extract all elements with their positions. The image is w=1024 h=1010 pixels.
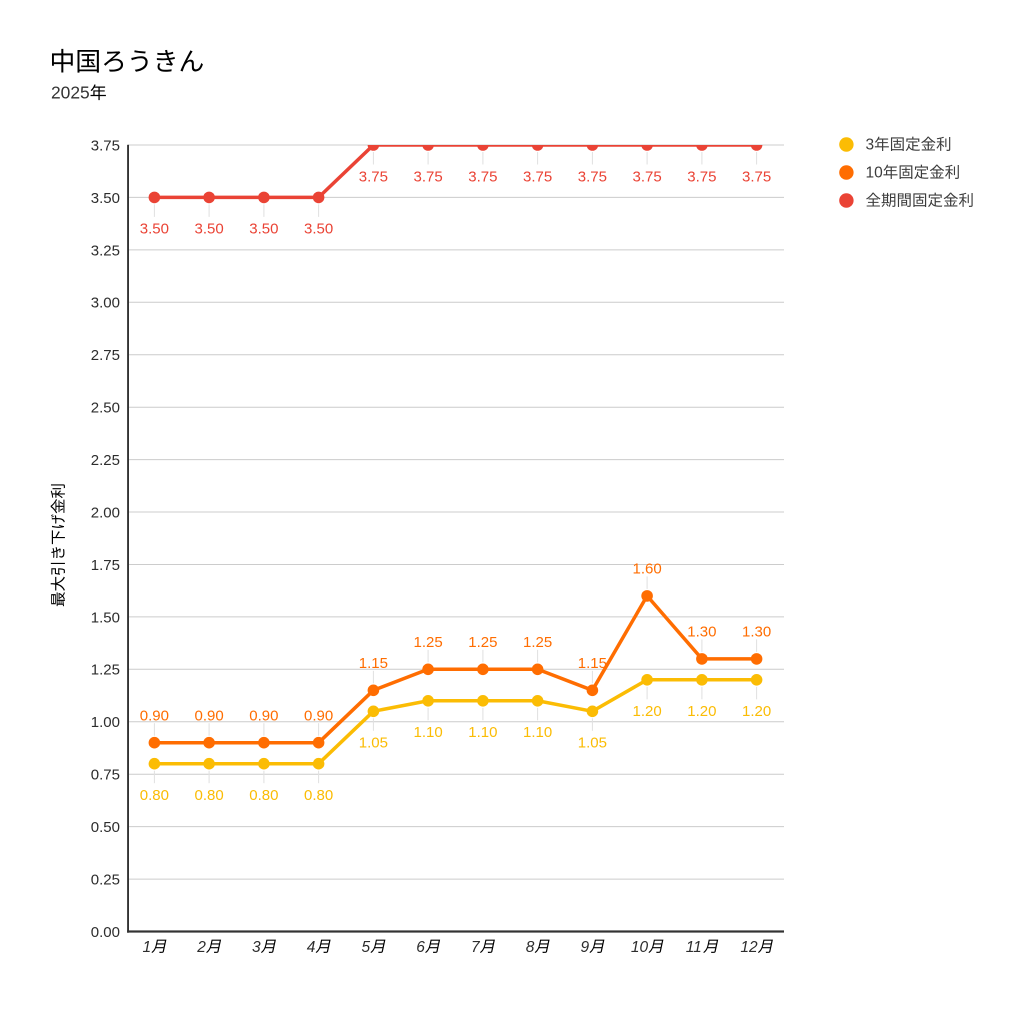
svg-text:0.90: 0.90 — [194, 707, 223, 724]
svg-text:3.25: 3.25 — [91, 242, 120, 259]
svg-text:0.90: 0.90 — [140, 707, 169, 724]
svg-text:1.05: 1.05 — [359, 735, 388, 752]
svg-text:3.75: 3.75 — [687, 168, 716, 185]
svg-text:2025: 2025 — [51, 83, 90, 103]
svg-text:0.80: 0.80 — [304, 787, 333, 804]
svg-text:3.75: 3.75 — [578, 168, 607, 185]
svg-text:1.20: 1.20 — [687, 703, 716, 720]
svg-text:0.25: 0.25 — [91, 872, 120, 889]
svg-text:0.80: 0.80 — [194, 787, 223, 804]
svg-text:5: 5 — [362, 939, 371, 956]
svg-text:1.10: 1.10 — [468, 724, 497, 741]
svg-text:1.75: 1.75 — [91, 557, 120, 574]
svg-text:8: 8 — [526, 939, 535, 956]
svg-text:10: 10 — [631, 939, 649, 956]
svg-text:1.10: 1.10 — [523, 724, 552, 741]
svg-text:3.75: 3.75 — [91, 137, 120, 154]
svg-text:7: 7 — [471, 939, 481, 956]
svg-text:1.20: 1.20 — [632, 703, 661, 720]
svg-text:3.50: 3.50 — [91, 190, 120, 207]
svg-text:2.25: 2.25 — [91, 452, 120, 469]
svg-text:3.00: 3.00 — [91, 295, 120, 312]
svg-text:1.15: 1.15 — [578, 655, 607, 672]
svg-text:9: 9 — [581, 939, 590, 956]
svg-text:0.80: 0.80 — [249, 787, 278, 804]
svg-text:3.50: 3.50 — [249, 221, 278, 238]
svg-text:2.50: 2.50 — [91, 400, 120, 417]
svg-text:12: 12 — [740, 939, 758, 956]
svg-text:1.25: 1.25 — [468, 634, 497, 651]
svg-text:1.05: 1.05 — [578, 735, 607, 752]
svg-text:3.75: 3.75 — [359, 168, 388, 185]
svg-text:1.50: 1.50 — [91, 609, 120, 626]
svg-text:3.50: 3.50 — [194, 221, 223, 238]
svg-text:4: 4 — [307, 939, 316, 956]
svg-text:3.75: 3.75 — [523, 168, 552, 185]
svg-text:1.25: 1.25 — [413, 634, 442, 651]
svg-text:1.60: 1.60 — [632, 561, 661, 578]
svg-text:3.75: 3.75 — [632, 168, 661, 185]
svg-text:3.50: 3.50 — [140, 221, 169, 238]
svg-text:6: 6 — [416, 939, 425, 956]
svg-text:3: 3 — [866, 137, 875, 154]
svg-text:1.15: 1.15 — [359, 655, 388, 672]
svg-text:0.50: 0.50 — [91, 819, 120, 836]
svg-text:2.75: 2.75 — [91, 347, 120, 364]
svg-text:1.00: 1.00 — [91, 714, 120, 731]
svg-text:1.20: 1.20 — [742, 703, 771, 720]
svg-text:3.75: 3.75 — [468, 168, 497, 185]
svg-text:2: 2 — [196, 939, 206, 956]
svg-text:11: 11 — [686, 939, 702, 956]
svg-text:3.75: 3.75 — [742, 168, 771, 185]
svg-text:0.00: 0.00 — [91, 924, 120, 941]
svg-text:1.30: 1.30 — [742, 624, 771, 641]
svg-text:1: 1 — [143, 939, 152, 956]
svg-text:1.10: 1.10 — [413, 724, 442, 741]
svg-text:3.50: 3.50 — [304, 221, 333, 238]
svg-text:0.90: 0.90 — [304, 707, 333, 724]
svg-text:3: 3 — [252, 939, 261, 956]
svg-text:0.75: 0.75 — [91, 767, 120, 784]
svg-text:1.25: 1.25 — [91, 662, 120, 679]
svg-text:0.80: 0.80 — [140, 787, 169, 804]
svg-text:2.00: 2.00 — [91, 504, 120, 521]
svg-text:1.25: 1.25 — [523, 634, 552, 651]
svg-text:3.75: 3.75 — [413, 168, 442, 185]
svg-text:10: 10 — [866, 165, 884, 182]
svg-text:1.30: 1.30 — [687, 624, 716, 641]
svg-text:0.90: 0.90 — [249, 707, 278, 724]
